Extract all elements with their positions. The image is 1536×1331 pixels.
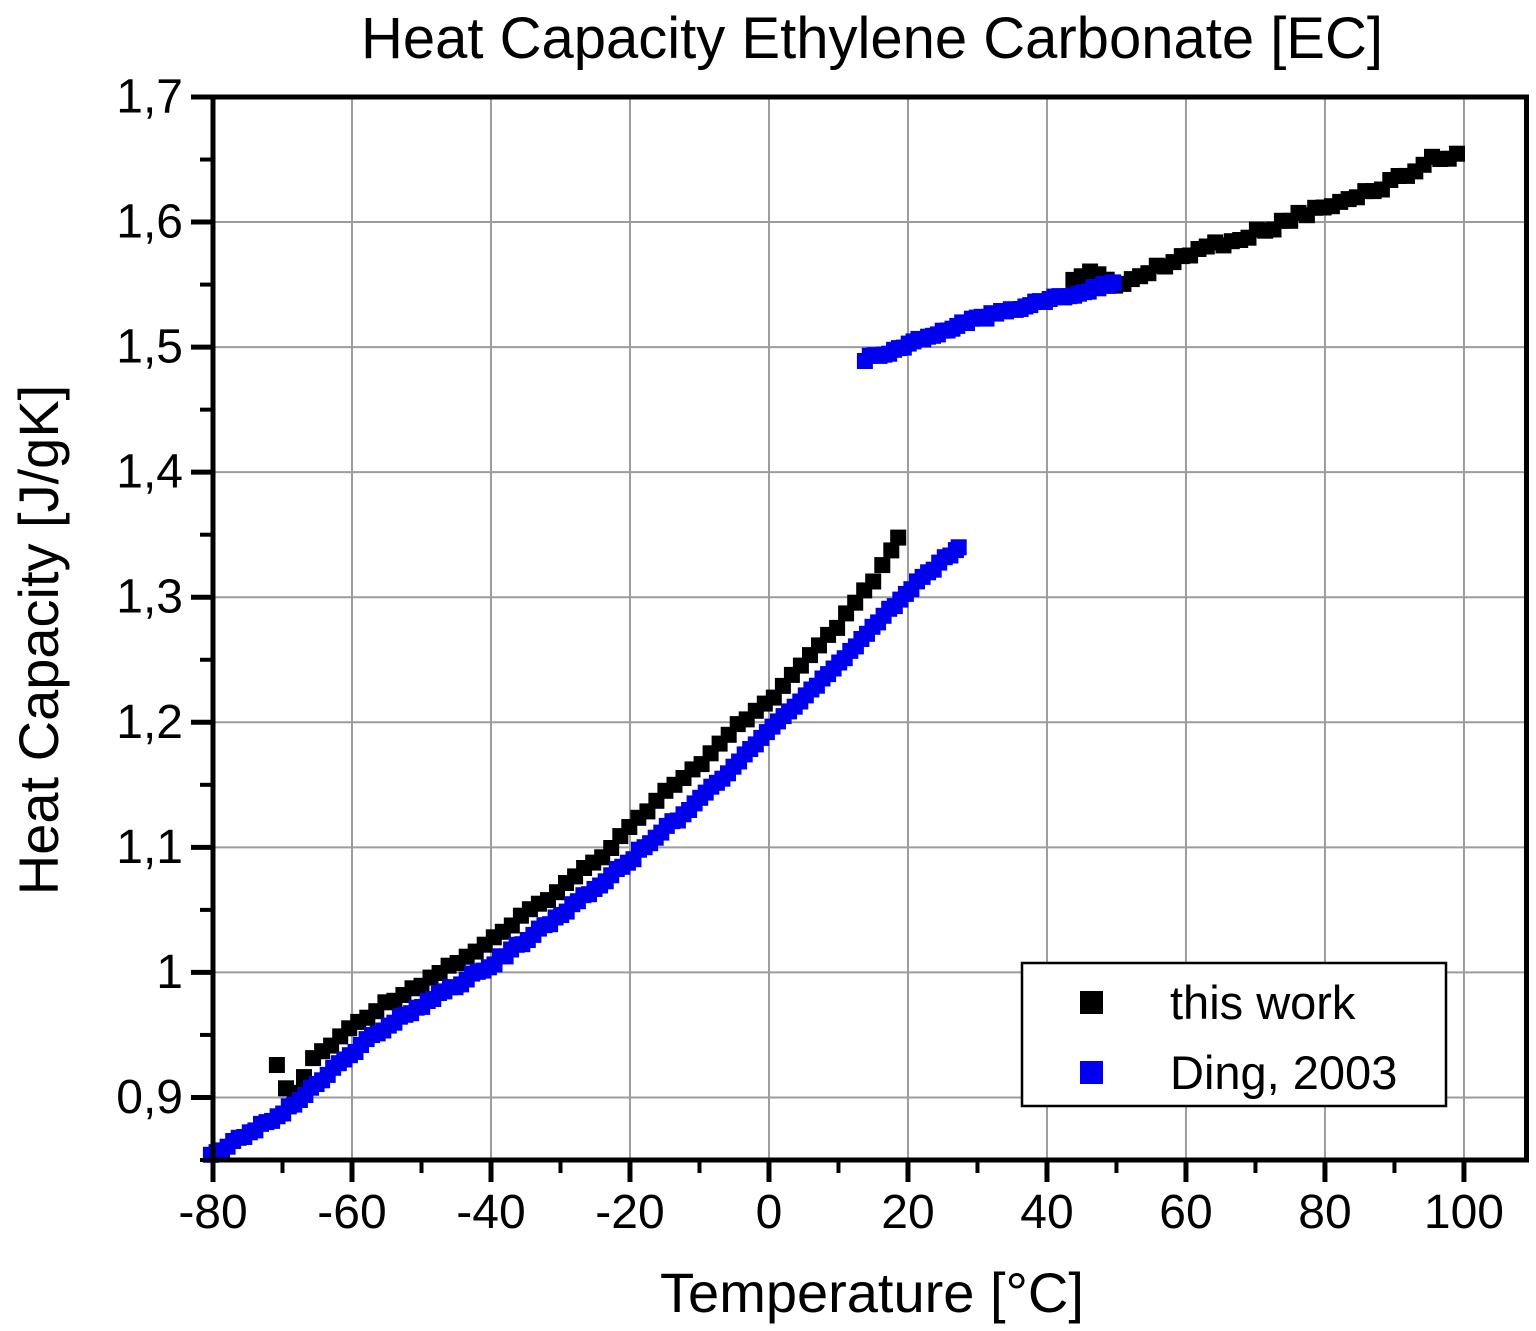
plot-frame	[210, 94, 1529, 1163]
x-tick-label: -80	[178, 1186, 247, 1239]
axis-ticks	[191, 94, 1467, 1182]
data-point	[847, 594, 864, 611]
y-tick-label: 1,4	[116, 446, 183, 499]
series-this-work-seg1	[1065, 145, 1465, 294]
x-tick-label: 100	[1424, 1186, 1504, 1239]
axis-tick-labels: -80 -60 -40 -20 0 20 40 60 80 100 0,9 1 1,1 1,2 1,3 1,4…	[116, 71, 1504, 1240]
data-point	[268, 1057, 285, 1073]
x-tick-label: -20	[595, 1186, 664, 1239]
series-this-work-seg0	[268, 529, 907, 1101]
data-point	[829, 619, 846, 636]
x-tick-label: 0	[756, 1186, 783, 1239]
x-axis-title: Temperature [°C]	[660, 1261, 1084, 1324]
y-tick-label: 0,9	[116, 1071, 183, 1124]
legend-label-this-work: this work	[1170, 976, 1356, 1029]
x-tick-label: 40	[1020, 1186, 1073, 1239]
x-tick-label: 80	[1298, 1186, 1351, 1239]
x-tick-label: -40	[456, 1186, 525, 1239]
y-tick-label: 1,7	[116, 71, 183, 124]
series-ding-2003-seg1	[856, 274, 1122, 369]
series-ding-2003-seg0	[202, 539, 967, 1163]
y-tick-label: 1,6	[116, 196, 183, 249]
chart-title: Heat Capacity Ethylene Carbonate [EC]	[361, 6, 1383, 71]
x-tick-label: 20	[881, 1186, 934, 1239]
data-point	[1449, 145, 1465, 162]
data-point	[865, 573, 882, 590]
data-point	[890, 529, 907, 546]
data-point	[883, 542, 900, 559]
data-point	[874, 557, 891, 574]
y-tick-label: 1,2	[116, 696, 183, 749]
legend-label-ding-2003: Ding, 2003	[1170, 1046, 1397, 1099]
x-tick-label: -60	[317, 1186, 386, 1239]
y-tick-label: 1,5	[116, 321, 183, 374]
legend-marker-this-work	[1080, 991, 1103, 1014]
y-axis-title: Heat Capacity [J/gK]	[7, 385, 70, 895]
data-points-layer	[202, 145, 1465, 1163]
data-point	[950, 539, 967, 556]
y-tick-label: 1	[156, 946, 183, 999]
y-tick-label: 1,3	[116, 571, 183, 624]
x-tick-label: 60	[1159, 1186, 1212, 1239]
y-tick-label: 1,1	[116, 821, 183, 874]
legend-box: this work Ding, 2003	[1020, 961, 1448, 1108]
data-point	[1105, 275, 1122, 292]
legend-marker-ding-2003	[1080, 1061, 1103, 1084]
